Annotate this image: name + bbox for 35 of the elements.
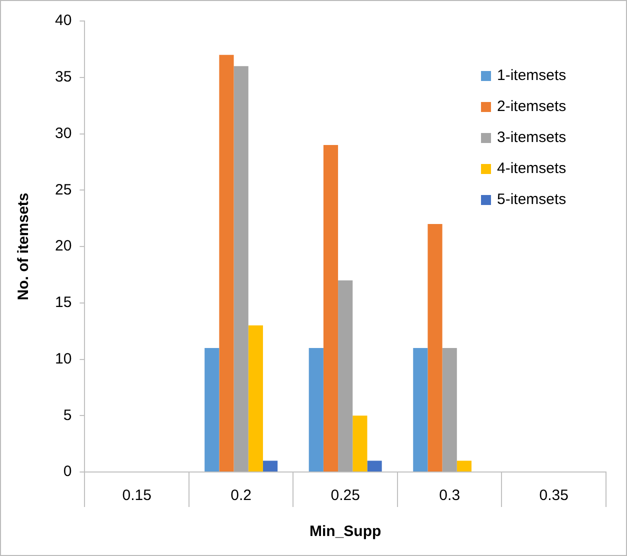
- bar: [367, 460, 382, 472]
- y-axis-title: No. of itemsets: [15, 192, 32, 300]
- bar: [338, 280, 353, 472]
- x-tick-label: 0.3: [439, 487, 460, 504]
- y-tick-label: 25: [54, 181, 72, 198]
- bar: [352, 416, 368, 472]
- x-axis-title: Min_Supp: [310, 523, 382, 540]
- y-tick-label: 20: [54, 238, 72, 255]
- bar: [308, 348, 324, 472]
- x-tick-label: 0.15: [122, 487, 152, 504]
- bar: [248, 325, 263, 472]
- bar: [219, 54, 234, 472]
- bar: [204, 348, 220, 472]
- y-tick-label: 10: [54, 350, 72, 368]
- x-tick-label: 0.35: [539, 487, 568, 504]
- legend-label: 3-itemsets: [497, 129, 566, 146]
- bar: [234, 66, 248, 472]
- y-tick-label: 15: [54, 294, 72, 312]
- x-tick-label: 0.25: [330, 487, 360, 504]
- y-tick-label: 5: [63, 406, 72, 424]
- bar: [442, 348, 457, 472]
- legend-label: 4-itemsets: [497, 160, 566, 178]
- bar: [456, 460, 472, 472]
- y-tick-label: 35: [54, 68, 72, 86]
- y-tick-label: 30: [54, 124, 72, 142]
- x-tick-label: 0.2: [230, 487, 252, 504]
- bar: [323, 145, 338, 472]
- bar: [413, 348, 428, 472]
- legend-label: 1-itemsets: [497, 67, 566, 84]
- legend-label: 2-itemsets: [497, 98, 566, 116]
- bar: [262, 460, 278, 472]
- bar: [428, 224, 442, 472]
- y-tick-label: 0: [63, 463, 72, 480]
- legend-label: 5-itemsets: [497, 191, 566, 208]
- y-tick-label: 40: [54, 12, 72, 30]
